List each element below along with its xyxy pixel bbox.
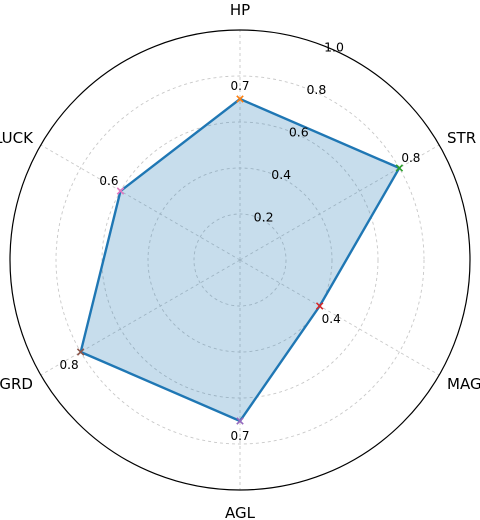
category-label-mag: MAG bbox=[447, 375, 480, 393]
radial-tick-label: 0.6 bbox=[289, 125, 309, 140]
radial-tick-label: 0.2 bbox=[254, 210, 274, 225]
data-point-grd bbox=[76, 348, 85, 356]
grid-ring-0.2 bbox=[193, 213, 287, 307]
category-label-agl: AGL bbox=[225, 504, 256, 520]
series-layer bbox=[76, 95, 404, 425]
radial-tick-label: 1.0 bbox=[324, 40, 344, 55]
category-label-luck: LUCK bbox=[0, 129, 34, 147]
spoke-grd bbox=[40, 259, 241, 376]
data-label: 0.8 bbox=[60, 358, 79, 372]
grid-ring-0.8 bbox=[55, 75, 425, 445]
radial-tick-label: 0.8 bbox=[306, 82, 326, 97]
category-label-grd: GRD bbox=[0, 375, 33, 393]
data-label: 0.6 bbox=[99, 174, 118, 188]
data-point-agl bbox=[236, 417, 244, 425]
radial-tick-label: 0.4 bbox=[271, 167, 291, 182]
spoke-mag bbox=[239, 259, 440, 376]
category-label-str: STR bbox=[447, 129, 476, 147]
data-point-mag bbox=[315, 302, 324, 310]
polar-frame bbox=[9, 29, 471, 491]
grid-layer bbox=[9, 29, 471, 491]
spoke-str bbox=[239, 144, 440, 261]
spoke-luck bbox=[40, 144, 241, 261]
category-label-hp: HP bbox=[230, 1, 250, 19]
data-point-hp bbox=[236, 95, 244, 103]
series-area bbox=[80, 99, 400, 421]
data-point-str bbox=[395, 164, 404, 172]
data-point-luck bbox=[116, 187, 125, 195]
data-label: 0.8 bbox=[401, 151, 420, 165]
data-label: 0.7 bbox=[230, 429, 249, 443]
data-label: 0.7 bbox=[230, 79, 249, 93]
data-label: 0.4 bbox=[322, 312, 341, 326]
